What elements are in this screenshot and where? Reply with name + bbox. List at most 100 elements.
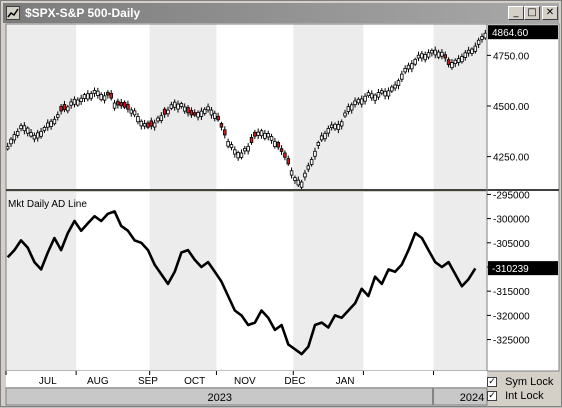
price-candle: [32, 134, 37, 140]
ad-tick-label: -305000: [493, 239, 530, 250]
int-lock-label: Int Lock: [505, 390, 544, 403]
sym-lock-checkbox[interactable]: ✓ Sym Lock: [487, 376, 553, 389]
price-candle: [19, 125, 23, 130]
month-axis[interactable]: [6, 371, 487, 387]
price-tick-label: 4750.00: [493, 51, 530, 62]
price-candle: [396, 80, 401, 87]
price-candle: [223, 129, 227, 136]
price-candle: [339, 121, 344, 127]
price-candle: [213, 112, 217, 119]
sym-lock-check-icon[interactable]: ✓: [487, 377, 497, 388]
price-candle: [229, 144, 234, 148]
price-candle: [309, 159, 314, 165]
month-label: SEP: [138, 376, 158, 387]
price-candle: [156, 117, 160, 122]
price-candle: [82, 94, 87, 99]
price-candle: [370, 93, 374, 99]
price-candle: [329, 124, 334, 128]
minimize-button[interactable]: _: [508, 6, 524, 20]
price-candle: [249, 137, 254, 144]
price-candle: [149, 120, 154, 127]
price-candle: [323, 133, 327, 140]
price-candle: [219, 123, 224, 128]
maximize-button[interactable]: □: [524, 6, 540, 20]
month-label: JAN: [336, 376, 355, 387]
price-candle: [426, 52, 431, 58]
price-candle: [440, 51, 444, 57]
price-candle: [433, 49, 437, 56]
price-candle: [406, 64, 411, 70]
price-candle: [86, 93, 90, 100]
price-candle: [470, 48, 474, 54]
price-candle: [106, 91, 110, 96]
price-candle: [209, 109, 214, 116]
price-candle: [376, 92, 381, 98]
price-candle: [199, 110, 204, 117]
price-candle: [289, 170, 294, 176]
price-candle: [353, 100, 357, 106]
price-candle: [349, 104, 354, 111]
month-label: OCT: [184, 376, 205, 387]
int-lock-check-icon[interactable]: ✓: [487, 391, 497, 402]
price-candle: [112, 102, 117, 109]
price-candle: [360, 98, 364, 105]
price-candle: [116, 100, 120, 106]
price-candle: [343, 112, 347, 117]
price-candle: [76, 99, 80, 106]
price-candle: [22, 125, 27, 132]
month-label: JUL: [39, 376, 57, 387]
price-candle: [59, 105, 63, 112]
price-candle: [246, 145, 250, 152]
price-candle: [189, 109, 194, 116]
price-candle: [303, 172, 307, 178]
ad-panel[interactable]: [6, 192, 487, 371]
price-candle: [72, 98, 77, 105]
price-candle: [35, 132, 40, 139]
price-candle: [136, 116, 140, 123]
price-candle: [186, 107, 190, 114]
price-panel[interactable]: [6, 24, 487, 189]
price-axis[interactable]: [487, 24, 559, 371]
price-candle: [416, 54, 421, 59]
price-candle: [423, 54, 427, 61]
price-candle: [226, 140, 230, 147]
close-button[interactable]: ✕: [542, 6, 558, 20]
price-candle: [286, 158, 290, 165]
price-candle: [169, 104, 174, 109]
price-tick-label: 4500.00: [493, 102, 530, 113]
price-candle: [466, 49, 471, 54]
year-cell-2024[interactable]: [433, 387, 488, 406]
price-candle: [269, 136, 274, 141]
price-candle: [92, 90, 97, 94]
price-candle: [386, 90, 391, 97]
price-candle: [162, 108, 167, 115]
price-candle: [333, 123, 337, 130]
int-lock-checkbox[interactable]: ✓ Int Lock: [487, 390, 544, 403]
price-candle: [12, 134, 17, 141]
price-candle: [146, 122, 150, 128]
title-bar[interactable]: $SPX-S&P 500-Daily _ □ ✕: [3, 3, 559, 23]
year-cell-2023[interactable]: [5, 387, 434, 406]
price-candle: [400, 73, 404, 80]
ad-line-series: [6, 210, 477, 356]
price-candle: [159, 115, 164, 121]
price-candle: [263, 132, 267, 139]
price-candle: [196, 112, 200, 118]
price-candle: [96, 90, 100, 96]
price-last-value-box: [488, 25, 558, 40]
chart-window-icon[interactable]: [6, 6, 20, 20]
price-candle: [299, 181, 304, 188]
month-band: [149, 192, 217, 371]
price-candle: [176, 103, 180, 110]
month-label: DEC: [284, 376, 305, 387]
ad-tick-label: -315000: [493, 287, 530, 298]
price-candle: [102, 95, 107, 101]
price-candle: [259, 130, 264, 137]
price-candle: [446, 59, 451, 66]
price-candle: [443, 54, 447, 59]
price-candle: [256, 131, 260, 136]
ad-last-value: -310239: [492, 264, 529, 275]
price-candle: [430, 50, 434, 54]
